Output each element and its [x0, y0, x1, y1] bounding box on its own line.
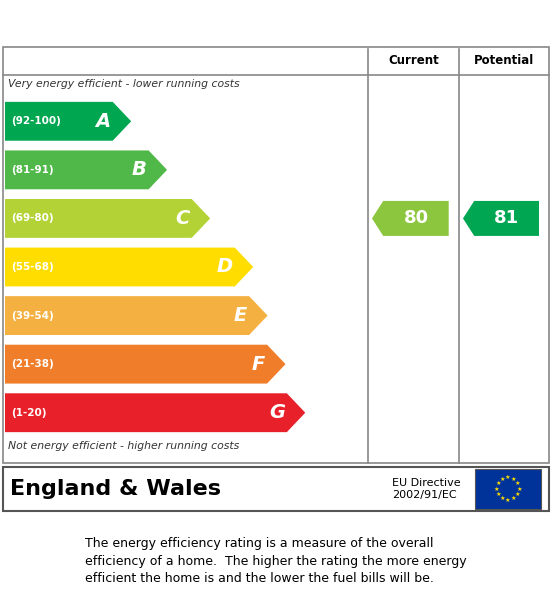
Text: 80: 80 — [404, 210, 428, 227]
Polygon shape — [5, 345, 285, 384]
Polygon shape — [5, 394, 305, 432]
Polygon shape — [5, 102, 131, 141]
Text: ★: ★ — [494, 487, 500, 492]
Text: (21-38): (21-38) — [11, 359, 54, 369]
Text: ★: ★ — [500, 496, 505, 501]
Text: ★: ★ — [500, 477, 505, 482]
Text: F: F — [252, 355, 265, 374]
Text: ★: ★ — [514, 481, 521, 486]
Text: Not energy efficient - higher running costs: Not energy efficient - higher running co… — [8, 441, 239, 451]
Text: EU Directive
2002/91/EC: EU Directive 2002/91/EC — [392, 478, 460, 500]
Text: (39-54): (39-54) — [11, 311, 54, 321]
Text: ★: ★ — [516, 487, 522, 492]
Text: Energy Efficiency Rating: Energy Efficiency Rating — [17, 10, 342, 34]
Text: ★: ★ — [505, 498, 511, 503]
Text: Potential: Potential — [474, 53, 534, 66]
Polygon shape — [5, 248, 253, 286]
Text: ★: ★ — [511, 477, 516, 482]
Text: (55-68): (55-68) — [11, 262, 54, 272]
Polygon shape — [5, 199, 210, 238]
Text: E: E — [233, 306, 247, 325]
Text: ★: ★ — [511, 496, 516, 501]
Text: Very energy efficient - lower running costs: Very energy efficient - lower running co… — [8, 79, 240, 89]
Polygon shape — [5, 296, 268, 335]
Polygon shape — [463, 201, 539, 236]
Text: (81-91): (81-91) — [11, 165, 54, 175]
Text: (1-20): (1-20) — [11, 408, 46, 417]
Text: A: A — [95, 112, 111, 131]
Text: The energy efficiency rating is a measure of the overall
efficiency of a home.  : The energy efficiency rating is a measur… — [85, 536, 467, 585]
Text: ★: ★ — [495, 492, 501, 497]
Text: ★: ★ — [514, 492, 521, 497]
Text: England & Wales: England & Wales — [10, 479, 221, 499]
Text: ★: ★ — [495, 481, 501, 486]
Text: Current: Current — [388, 53, 439, 66]
Text: (92-100): (92-100) — [11, 116, 61, 126]
Polygon shape — [5, 150, 167, 189]
Text: ★: ★ — [505, 475, 511, 481]
Text: 81: 81 — [494, 210, 519, 227]
Text: G: G — [269, 403, 285, 422]
Bar — [475, 469, 541, 509]
Text: (69-80): (69-80) — [11, 213, 54, 223]
Polygon shape — [372, 201, 449, 236]
Text: B: B — [132, 161, 147, 180]
Text: D: D — [216, 257, 233, 276]
Text: C: C — [176, 209, 190, 228]
